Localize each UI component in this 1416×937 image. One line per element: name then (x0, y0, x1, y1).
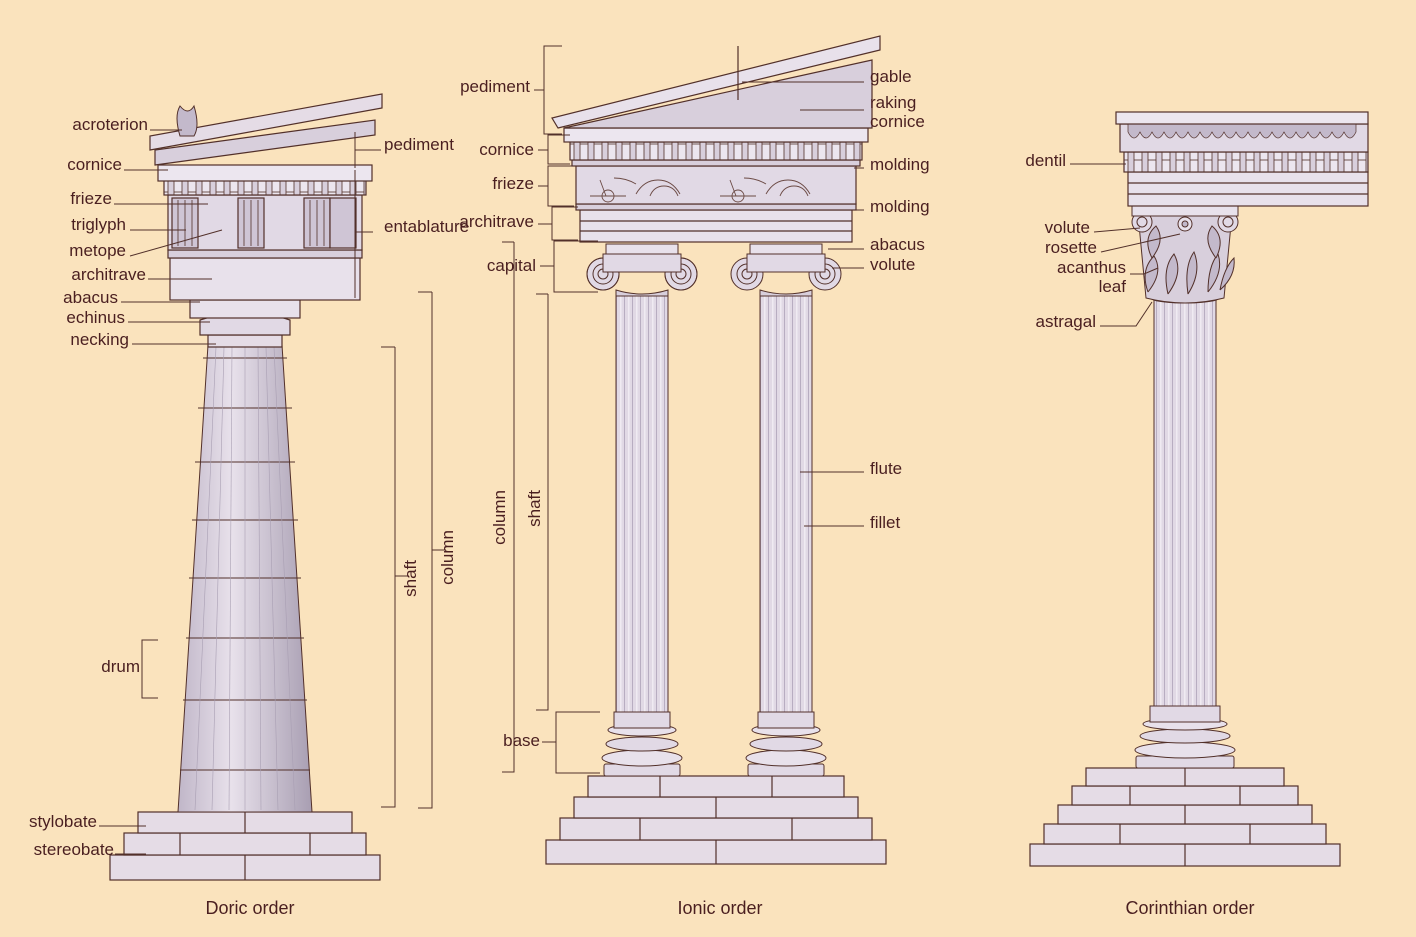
label-acanthus: acanthusleaf (1057, 259, 1126, 296)
label-frieze: frieze (70, 190, 112, 209)
label-echinus: echinus (66, 309, 125, 328)
label-cornice: cornice (67, 156, 122, 175)
label-astragal: astragal (1036, 313, 1096, 332)
title-ionic: Ionic order (640, 898, 800, 919)
doric-order (110, 94, 382, 880)
label-stereobate: stereobate (34, 841, 114, 860)
label-triglyph: triglyph (71, 216, 126, 235)
label-fillet: fillet (870, 514, 900, 533)
label-dentil: dentil (1025, 152, 1066, 171)
label-frieze-ionic: frieze (492, 175, 534, 194)
label-cornice-ionic: cornice (479, 141, 534, 160)
label-necking: necking (70, 331, 129, 350)
label-column-ionic: column (490, 490, 510, 545)
label-pediment-ionic: pediment (460, 78, 530, 97)
label-flute: flute (870, 460, 902, 479)
label-metope: metope (69, 242, 126, 261)
label-drum: drum (101, 658, 140, 677)
label-molding-1: molding (870, 156, 930, 175)
label-molding-2: molding (870, 198, 930, 217)
label-stylobate: stylobate (29, 813, 97, 832)
label-pediment: pediment (384, 136, 454, 155)
label-architrave: architrave (71, 266, 146, 285)
label-acroterion: acroterion (72, 116, 148, 135)
label-abacus-ionic: abacus (870, 236, 925, 255)
label-shaft-ionic: shaft (525, 490, 545, 527)
label-volute-ionic: volute (870, 256, 915, 275)
label-abacus: abacus (63, 289, 118, 308)
label-raking-cornice: rakingcornice (870, 94, 925, 131)
label-entablature: entablature (384, 218, 469, 237)
label-base-ionic: base (503, 732, 540, 751)
title-corinthian: Corinthian order (1100, 898, 1280, 919)
orders-diagram (0, 0, 1416, 937)
label-gable: gable (870, 68, 912, 87)
label-rosette: rosette (1045, 239, 1097, 258)
ionic-order (546, 36, 886, 864)
title-doric: Doric order (170, 898, 330, 919)
label-volute-cor: volute (1045, 219, 1090, 238)
label-column-doric: column (438, 530, 458, 585)
label-capital-ionic: capital (487, 257, 536, 276)
label-architrave-ionic: architrave (459, 213, 534, 232)
label-shaft-doric: shaft (401, 560, 421, 597)
